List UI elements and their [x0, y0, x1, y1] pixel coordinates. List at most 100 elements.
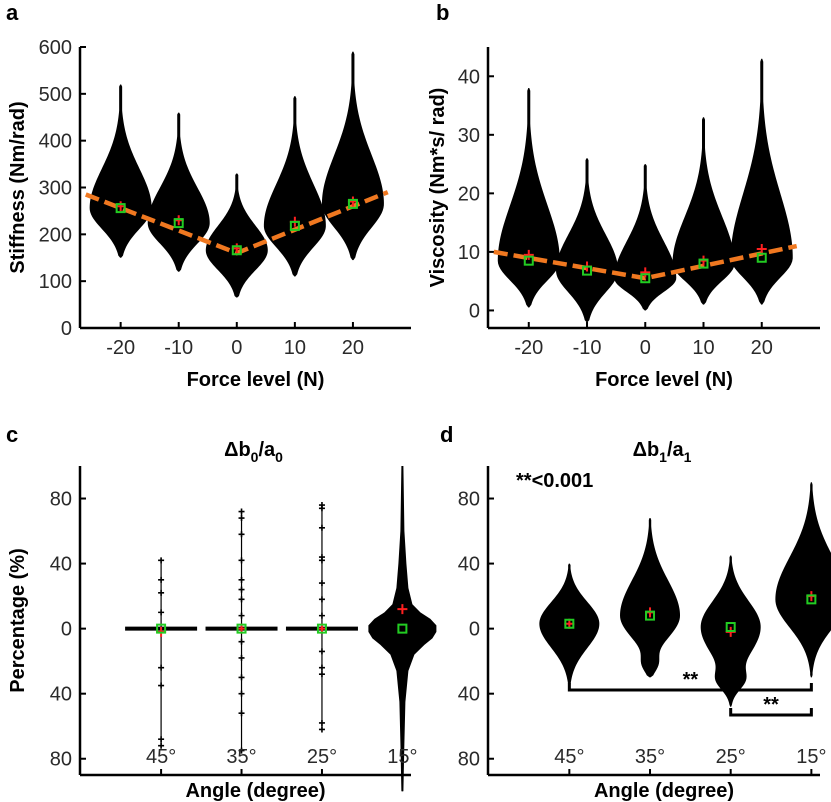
mean-marker: [397, 604, 408, 615]
y-tick-label: 300: [39, 178, 72, 200]
violin-20: [321, 51, 384, 261]
outlier-point: [238, 586, 245, 593]
outlier-point: [238, 747, 245, 754]
outlier-point: [318, 580, 325, 587]
y-tick-label: 400: [39, 131, 72, 153]
median-marker: [115, 203, 126, 214]
panel-label: b: [436, 0, 449, 25]
x-tick-label: -20: [514, 337, 543, 359]
outlier-point: [158, 736, 165, 743]
x-tick-label: 10: [692, 337, 714, 359]
outlier-point: [158, 589, 165, 596]
y-tick-label: 40: [458, 684, 480, 706]
median-marker: [289, 220, 300, 231]
x-tick-label: 25°: [307, 746, 337, 768]
violin--20: [89, 84, 152, 258]
median-marker: [397, 623, 408, 634]
significance-annotation: **<0.001: [516, 470, 593, 492]
outlier-point: [238, 654, 245, 661]
title-part: Δb: [633, 439, 660, 461]
violin--10: [556, 158, 619, 323]
median-marker: [523, 255, 534, 266]
title-subscript: 0: [275, 449, 283, 465]
violin-15°: [775, 482, 831, 678]
panel-b: 0 10 20 30 40 -20 -10 0 10 20 Force level (N) Visco…: [427, 0, 820, 391]
median-marker: [645, 610, 656, 621]
violin--20: [497, 87, 560, 308]
outlier-point: [158, 557, 165, 564]
violin-0: [614, 164, 677, 311]
outlier-point: [158, 576, 165, 583]
outlier-point: [318, 502, 325, 509]
x-tick-label: 10: [284, 337, 306, 359]
outlier-point: [318, 596, 325, 603]
violin-10: [263, 96, 326, 277]
median-marker: [564, 618, 575, 629]
y-tick-label: 100: [39, 271, 72, 293]
violin-35°: [620, 518, 681, 678]
outlier-point: [238, 596, 245, 603]
y-axis-title: Viscosity (Nm*s/ rad): [427, 88, 449, 288]
outlier-point: [318, 726, 325, 733]
median-marker: [236, 623, 247, 634]
outlier-point: [238, 515, 245, 522]
panel-label: c: [6, 422, 18, 447]
x-axis-title: Force level (N): [187, 369, 325, 391]
x-tick-label: 35°: [635, 746, 665, 768]
y-tick-label: 40: [50, 554, 72, 576]
outlier-point: [238, 710, 245, 717]
y-tick-label: 40: [458, 66, 480, 88]
x-tick-label: -20: [106, 337, 135, 359]
fit-line: [493, 243, 798, 281]
y-axis-title: Stiffness (Nm/rad): [7, 101, 29, 273]
outlier-point: [158, 609, 165, 616]
x-axis-title: Force level (N): [595, 369, 733, 391]
median-marker: [806, 594, 817, 605]
outlier-point: [238, 508, 245, 515]
x-tick-label: 20: [342, 337, 364, 359]
x-tick-label: 25°: [716, 746, 746, 768]
panel-title: Δb0/a0: [224, 439, 283, 465]
y-tick-label: 80: [50, 749, 72, 771]
median-marker: [698, 258, 709, 269]
outlier-point: [318, 612, 325, 619]
x-tick-label: -10: [164, 337, 193, 359]
x-tick-label: 20: [751, 337, 773, 359]
mean-marker: [523, 249, 534, 260]
median-marker: [231, 245, 242, 256]
title-subscript: 1: [659, 449, 667, 465]
x-tick-label: 45°: [554, 746, 584, 768]
median-marker: [347, 198, 358, 209]
outlier-point: [318, 671, 325, 678]
median-marker: [316, 623, 327, 634]
title-part: /a: [667, 439, 685, 461]
title-part: Δb: [224, 439, 251, 461]
outlier-point: [238, 612, 245, 619]
y-tick-label: 80: [458, 749, 480, 771]
median-marker: [756, 252, 767, 263]
mean-marker: [756, 243, 767, 254]
violin-15°: [368, 466, 437, 792]
x-tick-label: 15°: [387, 746, 417, 768]
violin-0: [205, 173, 268, 298]
x-tick-label: -10: [573, 337, 602, 359]
outlier-point: [238, 576, 245, 583]
y-tick-label: 80: [458, 489, 480, 511]
y-tick-label: 40: [50, 684, 72, 706]
y-tick-label: 80: [50, 489, 72, 511]
outlier-point: [158, 742, 165, 749]
outlier-point: [318, 719, 325, 726]
median-marker: [725, 622, 736, 633]
median-marker: [640, 273, 651, 284]
y-tick-label: 0: [61, 318, 72, 340]
y-tick-label: 10: [458, 242, 480, 264]
outlier-point: [318, 664, 325, 671]
outlier-point: [158, 664, 165, 671]
panel-a: 0 100 200 300 400 500 600 -20 -10 0 10 20 Force leve…: [6, 0, 411, 391]
y-tick-label: 0: [469, 619, 480, 641]
outlier-point: [238, 557, 245, 564]
x-axis-title: Angle (degree): [185, 780, 325, 802]
panel-label: d: [440, 422, 453, 447]
x-tick-label: 0: [231, 337, 242, 359]
